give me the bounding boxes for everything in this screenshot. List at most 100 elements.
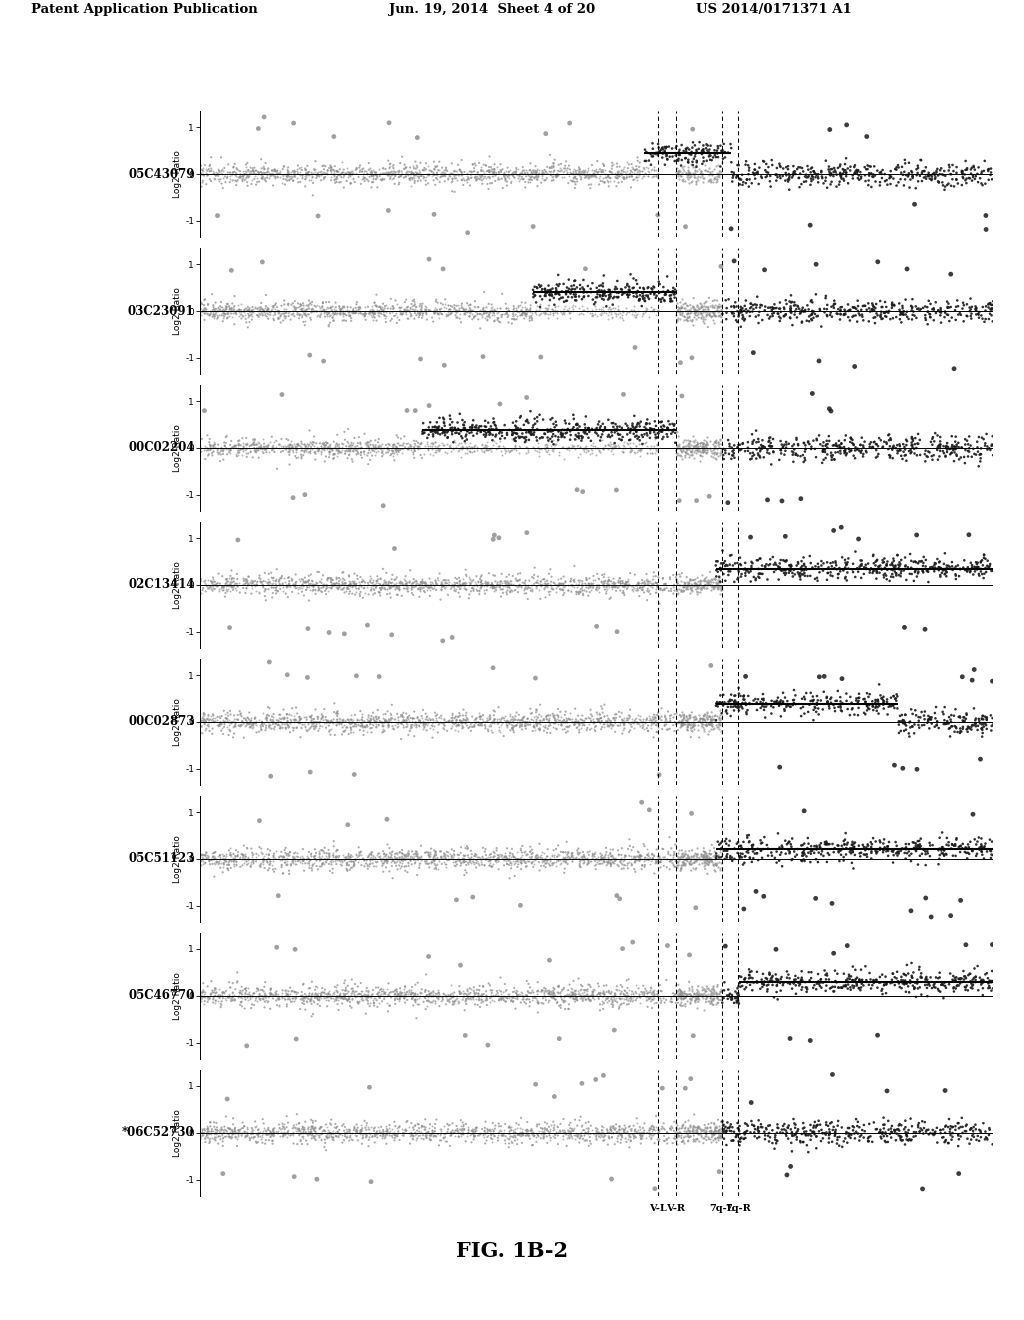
Point [386,850,402,871]
Point [311,989,328,1010]
Point [291,1113,307,1134]
Point [593,708,609,729]
Point [726,251,742,272]
Point [378,843,394,865]
Point [714,1111,730,1133]
Point [629,577,645,598]
Point [952,836,969,857]
Point [897,1134,913,1155]
Point [203,436,219,457]
Point [823,686,840,708]
Point [778,834,795,855]
Point [195,577,211,598]
Point [359,164,376,185]
Point [936,161,952,182]
Point [339,1122,355,1143]
Point [241,165,257,186]
Point [671,160,687,181]
Point [297,169,313,190]
Point [521,301,538,322]
Point [332,983,348,1005]
Point [678,843,694,865]
Point [284,438,300,459]
Point [368,168,384,189]
Point [445,165,462,186]
Point [239,168,255,189]
Point [230,981,247,1002]
Point [245,434,261,455]
Point [651,851,668,873]
Point [649,853,666,874]
Point [610,998,627,1019]
Point [612,1133,629,1154]
Point [869,689,886,710]
Point [427,709,443,730]
Point [701,979,718,1001]
Point [468,1117,484,1138]
Point [308,849,325,870]
Point [216,432,232,453]
Point [689,1122,706,1143]
Point [408,841,424,862]
Point [333,172,349,193]
Point [302,708,318,729]
Point [948,157,965,178]
Point [665,1118,681,1139]
Point [753,840,769,861]
Point [682,1121,698,1142]
Point [695,433,712,454]
Point [956,710,973,731]
Point [623,420,639,441]
Point [947,698,964,719]
Point [462,987,478,1008]
Point [306,441,323,462]
Point [238,711,254,733]
Point [744,294,761,315]
Point [609,296,626,317]
Point [383,708,399,729]
Point [417,708,433,729]
Point [225,434,242,455]
Point [324,985,340,1006]
Point [336,847,352,869]
Point [648,993,665,1014]
Point [566,985,583,1006]
Point [577,579,593,601]
Point [662,147,678,168]
Point [688,1121,705,1142]
Point [197,400,213,421]
Point [635,577,651,598]
Point [437,165,454,186]
Point [555,711,571,733]
Point [315,302,332,323]
Point [489,438,506,459]
Point [688,573,705,594]
Point [365,1126,381,1147]
Point [406,569,422,590]
Point [662,1118,678,1139]
Point [232,715,249,737]
Point [671,445,687,466]
Point [765,441,781,462]
Point [762,1127,778,1148]
Point [509,849,525,870]
Point [583,977,599,998]
Point [878,974,894,995]
Point [275,846,292,867]
Point [415,700,431,721]
Point [930,978,946,999]
Point [280,714,296,735]
Point [388,577,404,598]
Point [391,1130,408,1151]
Point [790,553,806,574]
Point [889,961,905,982]
Point [707,168,723,189]
Point [701,990,718,1011]
Point [375,169,391,190]
Point [628,1127,644,1148]
Point [197,289,213,310]
Point [649,717,666,738]
Point [741,305,758,326]
Point [604,1117,621,1138]
Point [687,302,703,323]
